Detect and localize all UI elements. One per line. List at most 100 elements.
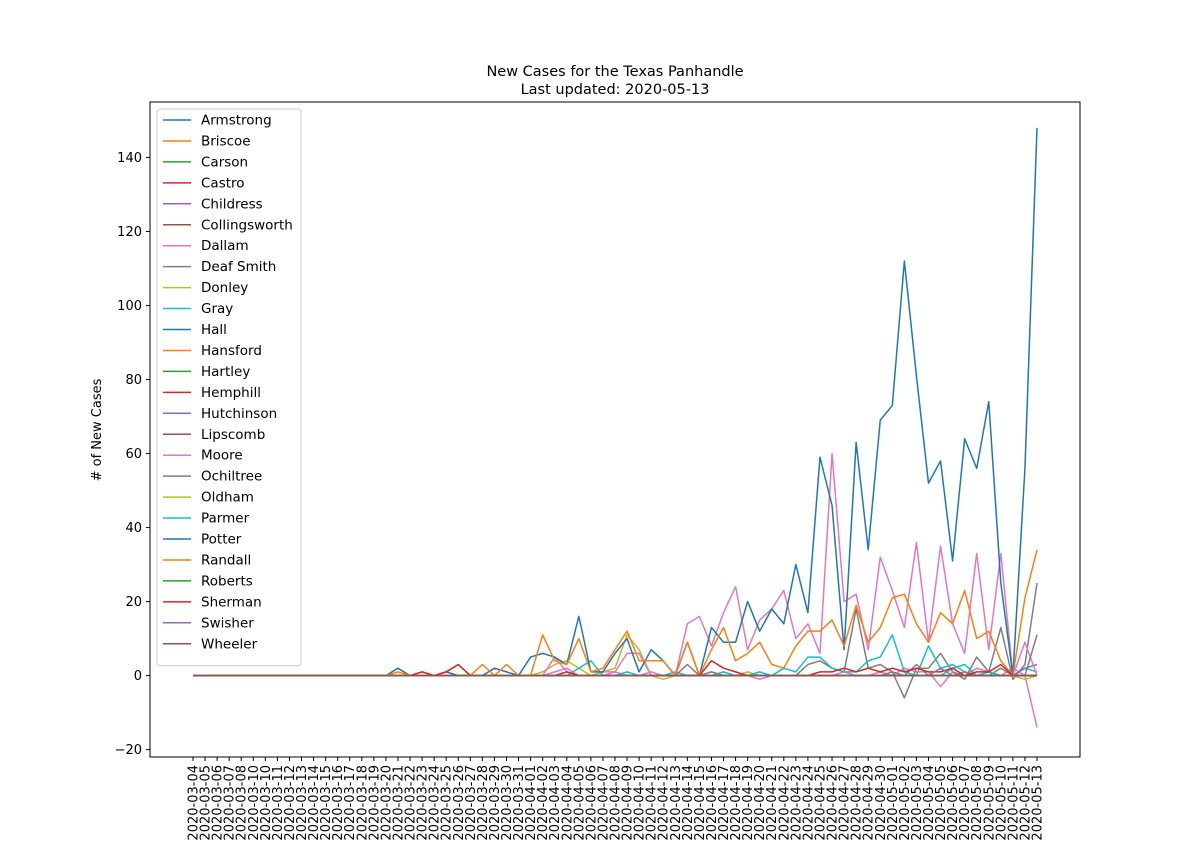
x-tick-label: 2020-04-25 (813, 765, 828, 841)
x-tick-label: 2020-04-08 (609, 765, 624, 841)
x-tick-label: 2020-04-13 (669, 765, 684, 841)
x-tick-label: 2020-03-10 (247, 765, 262, 841)
legend-label-dallam: Dallam (201, 238, 249, 254)
x-tick-label: 2020-05-06 (946, 765, 961, 841)
x-tick-label: 2020-03-27 (464, 765, 479, 841)
x-tick-label: 2020-05-02 (898, 765, 913, 841)
y-tick-label: 0 (134, 669, 142, 684)
x-tick-label: 2020-05-12 (1018, 765, 1033, 841)
legend-label-hemphill: Hemphill (201, 385, 261, 401)
legend-label-potter: Potter (201, 532, 242, 548)
y-tick-label: 20 (125, 595, 142, 610)
series-line-potter (193, 127, 1038, 677)
x-tick-label: 2020-04-14 (681, 765, 696, 841)
x-tick-label: 2020-05-05 (934, 765, 949, 841)
x-tick-label: 2020-05-09 (982, 765, 997, 841)
legend-label-lipscomb: Lipscomb (201, 427, 265, 443)
x-tick-label: 2020-05-03 (910, 765, 925, 841)
x-tick-label: 2020-03-24 (428, 765, 443, 841)
x-tick-label: 2020-05-10 (994, 765, 1009, 841)
legend-label-armstrong: Armstrong (201, 113, 272, 129)
legend-label-oldham: Oldham (201, 490, 254, 506)
x-tick-label: 2020-03-12 (283, 765, 298, 841)
x-tick-label: 2020-05-04 (922, 765, 937, 841)
x-tick-label: 2020-03-04 (187, 765, 202, 841)
x-tick-label: 2020-04-23 (789, 765, 804, 841)
x-tick-label: 2020-03-06 (211, 765, 226, 841)
legend-label-randall: Randall (201, 552, 251, 568)
chart-title: New Cases for the Texas Panhandle (486, 64, 743, 80)
y-tick-label: 40 (125, 521, 142, 536)
x-tick-label: 2020-03-14 (307, 765, 322, 841)
x-tick-label: 2020-03-05 (199, 765, 214, 841)
x-tick-label: 2020-03-20 (379, 765, 394, 841)
x-tick-label: 2020-04-05 (572, 765, 587, 841)
x-tick-label: 2020-05-13 (1031, 765, 1046, 841)
x-tick-label: 2020-04-24 (801, 765, 816, 841)
x-tick-label: 2020-04-15 (693, 765, 708, 841)
x-tick-label: 2020-03-30 (500, 765, 515, 841)
legend-label-deaf-smith: Deaf Smith (201, 259, 276, 275)
x-tick-label: 2020-04-11 (645, 765, 660, 841)
legend-label-roberts: Roberts (201, 573, 253, 589)
legend-label-hansford: Hansford (201, 343, 262, 359)
y-tick-label: −20 (115, 743, 142, 758)
x-tick-label: 2020-04-10 (633, 765, 648, 841)
x-tick-label: 2020-03-29 (488, 765, 503, 841)
legend-label-parmer: Parmer (201, 511, 250, 527)
x-tick-label: 2020-04-12 (657, 765, 672, 841)
legend: Armstrong Briscoe Carson Castro Childress Col… (156, 108, 302, 667)
y-axis: −20 0 20 40 60 80 100 120 140 (115, 151, 150, 758)
legend-label-briscoe: Briscoe (201, 133, 251, 149)
y-tick-label: 120 (117, 225, 142, 240)
x-tick-label: 2020-04-28 (850, 765, 865, 841)
series-lines (193, 127, 1038, 728)
x-tick-label: 2020-03-17 (343, 765, 358, 841)
legend-box (156, 108, 302, 667)
x-tick-label: 2020-05-07 (958, 765, 973, 841)
x-tick-label: 2020-04-20 (753, 765, 768, 841)
y-tick-label: 60 (125, 447, 142, 462)
x-axis: 2020-03-042020-03-052020-03-062020-03-07… (187, 757, 1046, 841)
series-line-deaf-smith (193, 582, 1038, 699)
x-tick-label: 2020-04-27 (838, 765, 853, 841)
y-tick-label: 80 (125, 373, 142, 388)
series-line-dallam (193, 667, 1038, 728)
x-tick-label: 2020-04-30 (874, 765, 889, 841)
x-tick-label: 2020-03-28 (476, 765, 491, 841)
y-axis-label: # of New Cases (90, 378, 105, 481)
x-tick-label: 2020-04-29 (862, 765, 877, 841)
series-line-randall (193, 549, 1038, 677)
legend-label-hutchinson: Hutchinson (201, 406, 277, 422)
legend-label-childress: Childress (201, 196, 263, 212)
series-line-moore (193, 452, 1038, 677)
x-tick-label: 2020-03-15 (319, 765, 334, 841)
x-tick-label: 2020-03-22 (404, 765, 419, 841)
x-tick-label: 2020-04-03 (548, 765, 563, 841)
x-tick-label: 2020-03-25 (440, 765, 455, 841)
x-tick-label: 2020-04-06 (584, 765, 599, 841)
legend-label-wheeler: Wheeler (201, 636, 258, 652)
x-tick-label: 2020-05-01 (886, 765, 901, 841)
x-tick-label: 2020-04-01 (524, 765, 539, 841)
x-tick-label: 2020-03-26 (452, 765, 467, 841)
x-tick-label: 2020-03-08 (235, 765, 250, 841)
legend-label-ochiltree: Ochiltree (201, 469, 262, 485)
x-tick-label: 2020-03-10 (259, 765, 274, 841)
legend-label-sherman: Sherman (201, 594, 262, 610)
x-tick-label: 2020-05-08 (970, 765, 985, 841)
x-tick-label: 2020-04-21 (765, 765, 780, 841)
x-tick-label: 2020-03-21 (391, 765, 406, 841)
x-tick-label: 2020-03-13 (295, 765, 310, 841)
x-tick-label: 2020-03-19 (367, 765, 382, 841)
x-tick-label: 2020-03-11 (271, 765, 286, 841)
legend-label-hall: Hall (201, 322, 227, 338)
x-tick-label: 2020-03-31 (512, 765, 527, 841)
x-tick-label: 2020-03-18 (355, 765, 370, 841)
x-tick-label: 2020-04-09 (621, 765, 636, 841)
x-tick-label: 2020-04-02 (536, 765, 551, 841)
x-tick-label: 2020-04-19 (741, 765, 756, 841)
x-tick-label: 2020-05-11 (1006, 765, 1021, 841)
x-tick-label: 2020-03-07 (223, 765, 238, 841)
